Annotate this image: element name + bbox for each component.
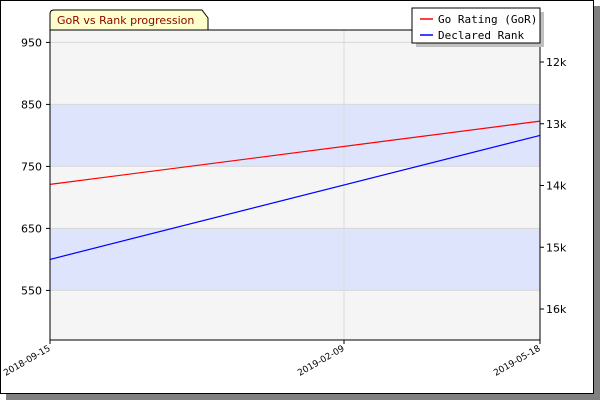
- right-tick-label: 14k: [546, 180, 567, 193]
- right-tick-label: 13k: [546, 118, 567, 131]
- right-axis: 12k 13k 14k 15k 16k: [540, 56, 567, 316]
- left-axis: 550 650 750 850 950: [21, 36, 50, 297]
- legend-box: [411, 7, 541, 44]
- legend-item-gor: Go Rating (GoR): [420, 13, 537, 26]
- left-tick-label: 750: [21, 160, 42, 173]
- grid-group: [50, 30, 540, 340]
- x-tick-label: 2019-02-09: [296, 344, 347, 379]
- y-band: [50, 228, 540, 291]
- legend-label-rank: Declared Rank: [438, 29, 524, 42]
- left-tick-label: 550: [21, 284, 42, 297]
- legend-item-rank: Declared Rank: [420, 29, 524, 42]
- left-tick-label: 850: [21, 98, 42, 111]
- right-tick-label: 15k: [546, 241, 567, 254]
- series-line-0: [49, 120, 541, 185]
- title-tab: [49, 9, 209, 31]
- x-axis: 2018-09-15 2019-02-09 2019-05-18: [2, 340, 543, 379]
- plot-area: [49, 29, 541, 341]
- left-tick-label: 950: [21, 36, 42, 49]
- x-tick-label: 2019-05-18: [492, 344, 543, 379]
- right-tick-label: 16k: [546, 303, 567, 316]
- left-tick-label: 650: [21, 222, 42, 235]
- series-group: [49, 120, 541, 260]
- x-tick-label: 2018-09-15: [2, 344, 52, 379]
- chart-title: GoR vs Rank progression: [57, 14, 194, 27]
- legend-label-gor: Go Rating (GoR): [438, 13, 537, 26]
- y-band: [50, 104, 540, 167]
- series-line-1: [49, 134, 541, 260]
- right-tick-label: 12k: [546, 56, 567, 69]
